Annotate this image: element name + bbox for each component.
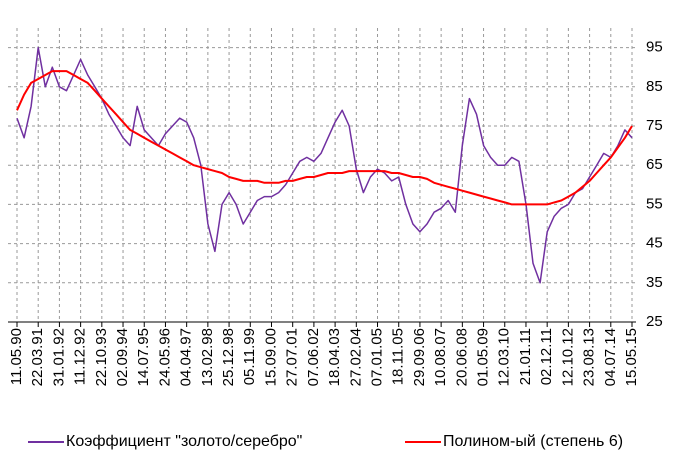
x-tick-label: 04.04.97: [178, 328, 195, 386]
x-tick-label: 21.01.11: [517, 328, 534, 385]
x-tick-label: 15.05.15: [623, 328, 640, 386]
legend-label: Коэффициент "золото/серебро": [66, 433, 302, 450]
x-tick-label: 24.05.96: [156, 328, 173, 386]
y-tick-label: 25: [646, 313, 663, 330]
x-tick-label: 14.07.95: [135, 328, 152, 386]
x-tick-label: 10.08.07: [432, 328, 449, 386]
x-tick-label: 02.09.94: [114, 328, 131, 386]
series-line: [16, 70, 633, 206]
x-tick-label: 18.04.03: [326, 328, 343, 386]
x-tick-label: 02.12.11: [538, 328, 555, 385]
x-tick-label: 31.01.92: [50, 328, 67, 386]
x-tick-label: 11.05.90: [8, 328, 25, 385]
y-tick-label: 35: [646, 274, 663, 291]
x-tick-label: 29.09.06: [411, 328, 428, 386]
x-tick-label: 23.08.13: [581, 328, 598, 386]
x-tick-label: 27.07.01: [284, 328, 301, 386]
y-tick-label: 75: [646, 117, 663, 134]
x-tick-label: 27.02.04: [347, 328, 364, 386]
y-tick-label: 85: [646, 78, 663, 95]
series-line: [16, 46, 633, 284]
x-tick-label: 25.12.98: [220, 328, 237, 386]
x-tick-label: 07.06.02: [305, 328, 322, 386]
x-tick-label: 04.07.14: [602, 328, 619, 386]
x-tick-label: 13.02.98: [199, 328, 216, 386]
x-tick-label: 20.06.08: [453, 328, 470, 386]
x-tick-label: 18.11.05: [390, 328, 407, 385]
x-tick-label: 12.10.12: [559, 328, 576, 386]
legend-label: Полином-ый (степень 6): [443, 433, 623, 450]
x-tick-label: 05.11.99: [241, 328, 258, 385]
y-tick-label: 95: [646, 39, 663, 56]
x-tick-label: 15.09.00: [262, 328, 279, 386]
x-tick-label: 22.03.91: [29, 328, 46, 386]
x-tick-label: 07.01.05: [368, 328, 385, 386]
x-tick-label: 11.12.92: [72, 328, 89, 385]
x-tick-label: 22.10.93: [93, 328, 110, 386]
y-tick-label: 45: [646, 235, 663, 252]
x-tick-label: 12.03.10: [496, 328, 513, 386]
y-tick-label: 65: [646, 156, 663, 173]
x-tick-label: 01.05.09: [475, 328, 492, 386]
y-tick-label: 55: [646, 195, 663, 212]
